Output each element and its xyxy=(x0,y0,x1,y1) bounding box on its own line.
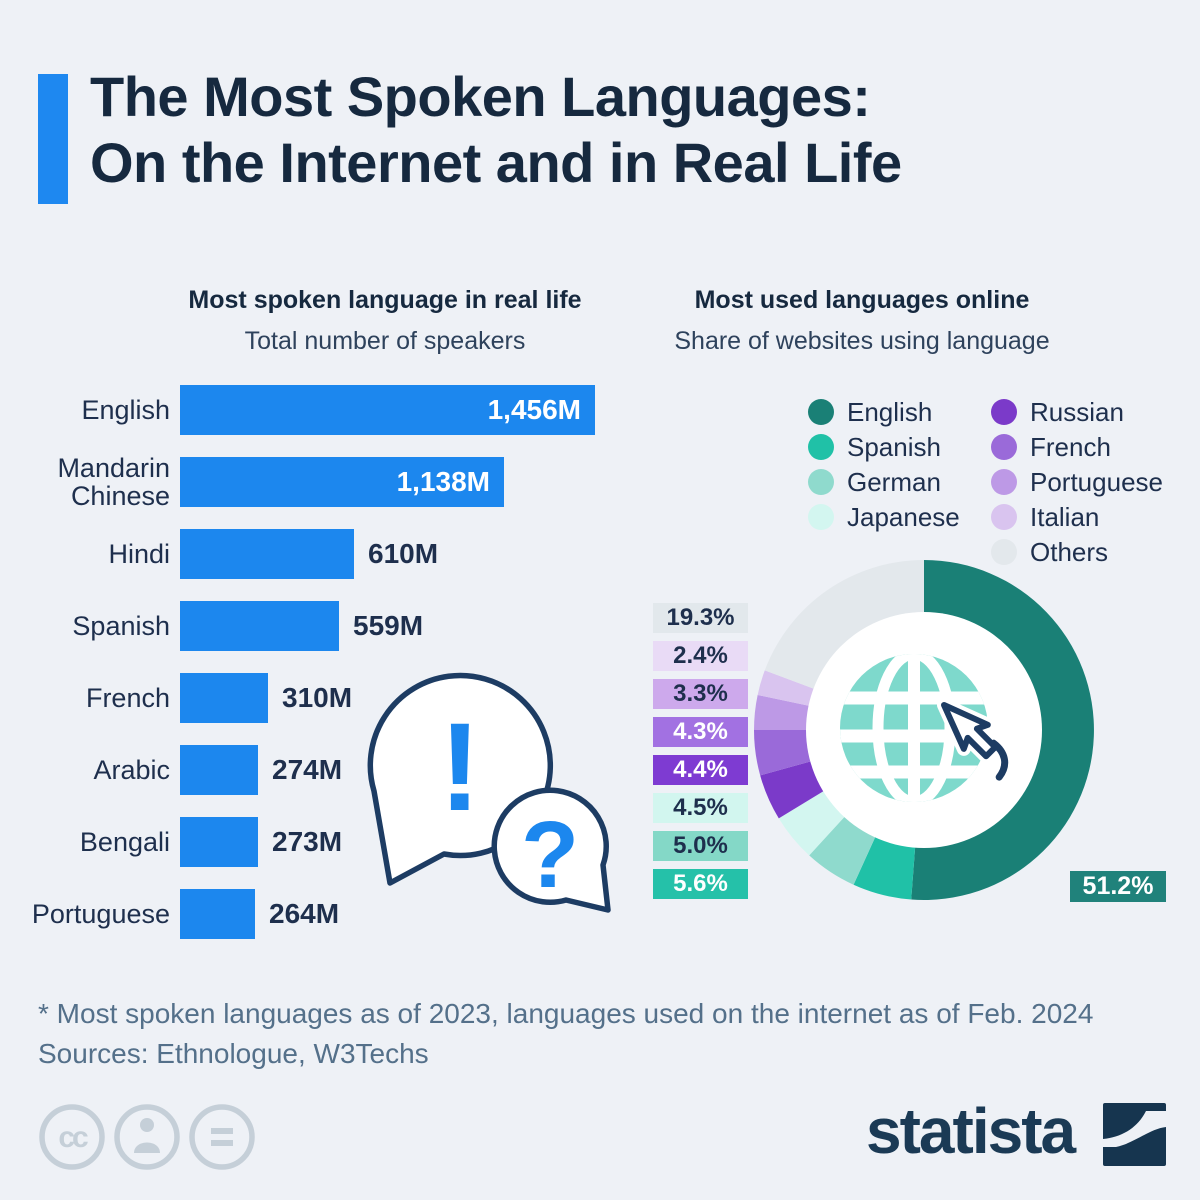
percent-label-others: 19.3% xyxy=(653,603,748,633)
percent-label-italian: 2.4% xyxy=(653,641,748,671)
bar xyxy=(180,745,258,795)
legend-item-english: English xyxy=(808,396,960,427)
bar-category-label: Portuguese xyxy=(31,898,170,929)
legend-label: German xyxy=(847,466,941,497)
legend-item-french: French xyxy=(991,431,1163,462)
legend-dot xyxy=(808,434,834,460)
donut-percent-stack: 19.3% 2.4% 3.3% 4.3% 4.4% 4.5% 5.0% 5.6% xyxy=(653,603,748,899)
legend-item-italian: Italian xyxy=(991,501,1163,532)
bar xyxy=(180,529,354,579)
percent-label-portuguese: 3.3% xyxy=(653,679,748,709)
bar-value: 310M xyxy=(282,682,353,713)
cc-license-icon: cc xyxy=(39,1104,105,1170)
bar xyxy=(180,601,339,651)
legend-dot xyxy=(991,469,1017,495)
legend-dot xyxy=(991,504,1017,530)
bar-category-label: Arabic xyxy=(93,754,170,785)
percent-label-russian: 4.4% xyxy=(653,755,748,785)
percent-label-japanese: 4.5% xyxy=(653,793,748,823)
bar-chart: English 1,456M Mandarin Chinese 1,138M Hindi… xyxy=(31,385,658,945)
bar-category-label: English xyxy=(81,394,170,425)
bar xyxy=(180,889,255,939)
legend-label: Spanish xyxy=(847,431,941,462)
bar-value: 1,456M xyxy=(487,394,581,425)
legend-dot xyxy=(808,469,834,495)
legend-label: Italian xyxy=(1030,501,1100,532)
svg-text:?: ? xyxy=(521,802,579,908)
legend-label: Portuguese xyxy=(1030,466,1163,497)
donut-legend-column-2: Russian French Portuguese Italian Others xyxy=(991,396,1163,567)
bar-chart-subtitle: Total number of speakers xyxy=(244,327,526,355)
bar-row: Hindi 610M xyxy=(38,529,658,579)
bar-value: 273M xyxy=(272,826,343,857)
cc-attribution-icon xyxy=(114,1104,180,1170)
legend-dot xyxy=(808,399,834,425)
legend-dot xyxy=(991,434,1017,460)
bar-value: 274M xyxy=(272,754,343,785)
legend-label: Others xyxy=(1030,536,1109,567)
bar: 1,456M xyxy=(180,385,595,435)
svg-text:!: ! xyxy=(439,698,481,837)
legend-dot xyxy=(991,399,1017,425)
bar-category-label: French xyxy=(85,682,170,713)
donut-chart-title: Most used languages online xyxy=(694,286,1030,314)
statista-logo-mark xyxy=(1103,1103,1166,1166)
statista-logo: statista xyxy=(866,1095,1076,1167)
bar-row: Spanish 559M xyxy=(38,601,658,651)
bar-row: English 1,456M xyxy=(38,385,658,435)
legend-label: Japanese xyxy=(847,501,960,532)
cc-nd-icon xyxy=(189,1104,255,1170)
bar-category-label: Hindi xyxy=(108,538,170,569)
legend-item-japanese: Japanese xyxy=(808,501,960,532)
percent-label-german: 5.0% xyxy=(653,831,748,861)
sources: Sources: Ethnologue, W3Techs xyxy=(38,1038,429,1069)
bar-category-label: Bengali xyxy=(79,826,170,857)
bar-row: Arabic 274M xyxy=(38,745,658,795)
bar-category-label: Spanish xyxy=(72,610,170,641)
bar-row: Bengali 273M xyxy=(38,817,658,867)
cursor-icon xyxy=(937,698,1013,785)
legend-item-russian: Russian xyxy=(991,396,1163,427)
bar-value: 559M xyxy=(353,610,424,641)
donut-legend-column-1: English Spanish German Japanese xyxy=(808,396,960,532)
speech-bubble-question-icon: ? xyxy=(491,787,611,913)
bar: 1,138M xyxy=(180,457,504,507)
svg-text:cc: cc xyxy=(58,1121,88,1154)
bar-row: Portuguese 264M xyxy=(31,889,658,939)
english-share-callout: 51.2% xyxy=(1070,871,1166,902)
bar-row: French 310M xyxy=(38,673,658,723)
bar-value: 610M xyxy=(368,538,439,569)
title-accent-bar xyxy=(38,74,68,204)
donut-chart xyxy=(754,560,1094,900)
bar-value: 1,138M xyxy=(396,466,490,497)
page-title: The Most Spoken Languages: On the Intern… xyxy=(90,64,1170,196)
legend-item-spanish: Spanish xyxy=(808,431,960,462)
percent-label-spanish: 5.6% xyxy=(653,869,748,899)
bar-category-label: Mandarin Chinese xyxy=(57,452,170,511)
legend-item-portuguese: Portuguese xyxy=(991,466,1163,497)
bar-chart-title: Most spoken language in real life xyxy=(188,286,582,314)
speech-bubbles: ! ? xyxy=(367,672,611,913)
bar xyxy=(180,817,258,867)
page-title-line2: On the Internet and in Real Life xyxy=(90,131,902,195)
legend-item-german: German xyxy=(808,466,960,497)
legend-label: English xyxy=(847,396,933,427)
bar xyxy=(180,673,268,723)
legend-label: French xyxy=(1030,431,1111,462)
legend-label: Russian xyxy=(1030,396,1124,427)
legend-item-others: Others xyxy=(991,536,1163,567)
page-title-line1: The Most Spoken Languages: xyxy=(90,65,871,128)
percent-label-french: 4.3% xyxy=(653,717,748,747)
bar-row: Mandarin Chinese 1,138M xyxy=(38,452,658,511)
footnote: * Most spoken languages as of 2023, lang… xyxy=(38,998,1094,1029)
cc-license-icons: cc xyxy=(39,1104,255,1170)
legend-dot xyxy=(991,539,1017,565)
bar-value: 264M xyxy=(269,898,340,929)
legend-dot xyxy=(808,504,834,530)
donut-chart-subtitle: Share of websites using language xyxy=(674,327,1050,355)
